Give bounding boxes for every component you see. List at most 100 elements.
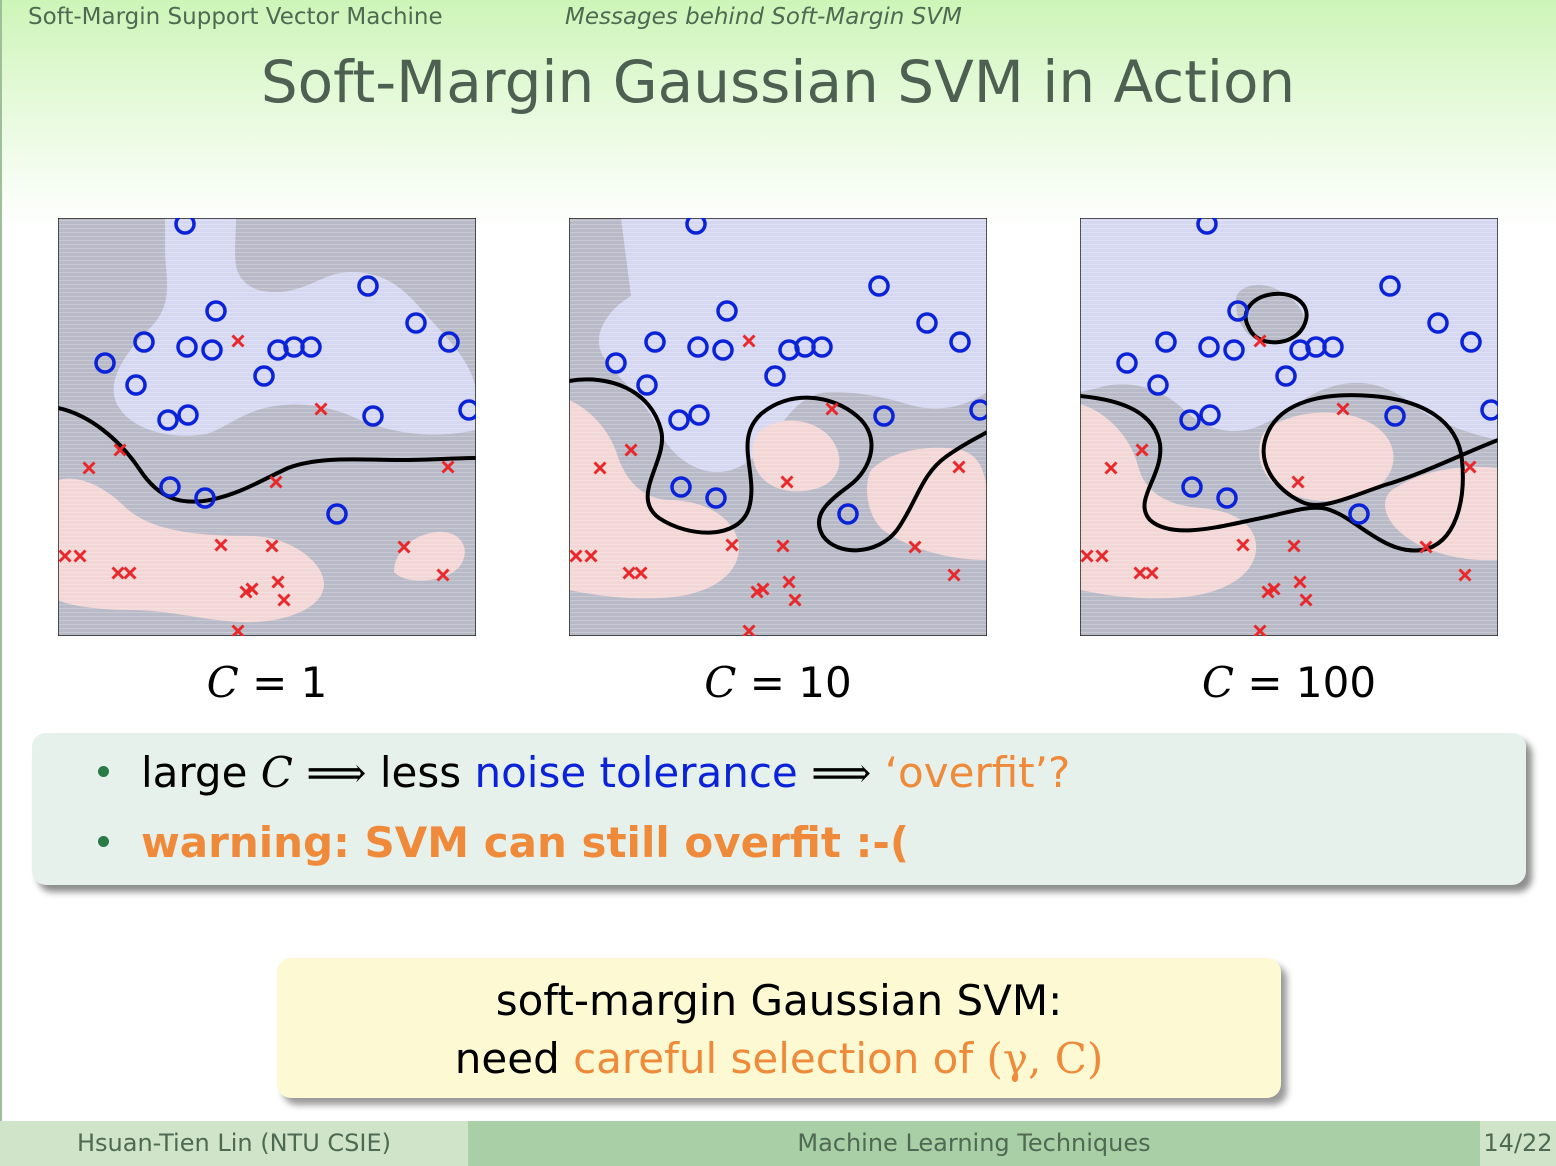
negative-sample-cross bbox=[1236, 538, 1250, 552]
positive-sample-circle bbox=[253, 365, 275, 387]
negative-sample-cross bbox=[245, 582, 259, 596]
positive-sample-circle bbox=[636, 374, 658, 396]
footer-author[interactable]: Hsuan-Tien Lin (NTU CSIE) bbox=[0, 1121, 468, 1166]
positive-sample-circle bbox=[1460, 331, 1482, 353]
negative-sample-cross bbox=[214, 538, 228, 552]
positive-sample-circle bbox=[157, 409, 179, 431]
negative-sample-cross bbox=[265, 539, 279, 553]
careful-selection-text: careful selection of bbox=[573, 1034, 987, 1083]
positive-sample-circle bbox=[94, 352, 116, 374]
negative-sample-cross bbox=[82, 461, 96, 475]
header-background bbox=[0, 0, 1556, 230]
svm-plot-c1 bbox=[58, 218, 476, 636]
negative-sample-cross bbox=[1253, 334, 1267, 348]
positive-sample-circle bbox=[969, 399, 987, 421]
negative-sample-cross bbox=[908, 540, 922, 554]
section-header[interactable]: Soft-Margin Support Vector Machine bbox=[28, 4, 443, 30]
negative-sample-cross bbox=[1419, 540, 1433, 554]
negative-sample-cross bbox=[952, 460, 966, 474]
positive-sample-circle bbox=[716, 300, 738, 322]
negative-sample-cross bbox=[397, 540, 411, 554]
positive-sample-circle bbox=[1275, 365, 1297, 387]
overfit-question-text: ‘overfit’? bbox=[884, 748, 1071, 797]
negative-sample-cross bbox=[1104, 461, 1118, 475]
positive-sample-circle bbox=[1322, 336, 1344, 358]
negative-sample-cross bbox=[231, 624, 245, 636]
left-edge-line bbox=[0, 0, 2, 1166]
negative-sample-cross bbox=[1095, 549, 1109, 563]
negative-sample-cross bbox=[1253, 624, 1267, 636]
subsection-header[interactable]: Messages behind Soft-Margin SVM bbox=[565, 4, 962, 30]
stripe-overlay bbox=[58, 218, 476, 636]
positive-sample-circle bbox=[1155, 331, 1177, 353]
negative-sample-cross bbox=[825, 402, 839, 416]
positive-sample-circle bbox=[712, 339, 734, 361]
positive-sample-circle bbox=[916, 312, 938, 334]
footer-course[interactable]: Machine Learning Techniques bbox=[468, 1121, 1480, 1166]
positive-sample-circle bbox=[1427, 312, 1449, 334]
negative-sample-cross bbox=[584, 549, 598, 563]
caption-c1: C = 1 bbox=[58, 658, 476, 707]
positive-sample-circle bbox=[670, 476, 692, 498]
negative-sample-cross bbox=[756, 582, 770, 596]
negative-sample-cross bbox=[277, 593, 291, 607]
positive-sample-circle bbox=[811, 336, 833, 358]
negative-sample-cross bbox=[271, 575, 285, 589]
decision-boundary bbox=[58, 406, 476, 504]
positive-sample-circle bbox=[705, 487, 727, 509]
positive-sample-circle bbox=[125, 374, 147, 396]
positive-sample-circle bbox=[194, 487, 216, 509]
positive-sample-circle bbox=[605, 352, 627, 374]
bullet-c-variable: C bbox=[260, 748, 293, 797]
positive-sample-circle bbox=[1181, 476, 1203, 498]
positive-sample-circle bbox=[873, 405, 895, 427]
positive-sample-circle bbox=[362, 405, 384, 427]
slide-title: Soft-Margin Gaussian SVM in Action bbox=[260, 48, 1296, 116]
positive-sample-circle bbox=[668, 409, 690, 431]
caption-c-variable: C bbox=[1201, 658, 1235, 707]
negative-sample-cross bbox=[269, 475, 283, 489]
positive-sample-circle bbox=[1216, 487, 1238, 509]
negative-sample-cross bbox=[58, 549, 72, 563]
conclusion-line-2: need careful selection of (γ, C) bbox=[277, 1034, 1281, 1083]
positive-sample-circle bbox=[1116, 352, 1138, 374]
negative-sample-cross bbox=[1145, 566, 1159, 580]
negative-sample-cross bbox=[113, 443, 127, 457]
negative-sample-cross bbox=[776, 539, 790, 553]
negative-sample-cross bbox=[436, 568, 450, 582]
caption-c100: C = 100 bbox=[1080, 658, 1498, 707]
positive-sample-circle bbox=[205, 300, 227, 322]
footer-page-number[interactable]: 14/22 bbox=[1480, 1121, 1556, 1166]
positive-sample-circle bbox=[764, 365, 786, 387]
negative-sample-cross bbox=[441, 460, 455, 474]
positive-sample-circle bbox=[1384, 405, 1406, 427]
warning-text: warning: SVM can still overfit :-( bbox=[141, 818, 910, 867]
negative-sample-cross bbox=[1135, 443, 1149, 457]
positive-sample-circle bbox=[687, 336, 709, 358]
negative-sample-cross bbox=[1133, 566, 1147, 580]
caption-c10: C = 10 bbox=[569, 658, 987, 707]
positive-sample-circle bbox=[1223, 339, 1245, 361]
negative-sample-cross bbox=[1287, 539, 1301, 553]
negative-sample-cross bbox=[569, 549, 583, 563]
positive-sample-circle bbox=[159, 476, 181, 498]
positive-sample-circle bbox=[405, 312, 427, 334]
decision-boundary bbox=[1080, 393, 1498, 553]
negative-sample-cross bbox=[624, 443, 638, 457]
negative-sample-cross bbox=[782, 575, 796, 589]
gamma-c-math: (γ, C) bbox=[986, 1034, 1104, 1083]
negative-sample-cross bbox=[1267, 582, 1281, 596]
positive-sample-circle bbox=[1348, 503, 1370, 525]
bullet-text: large bbox=[141, 748, 261, 797]
positive-sample-circle bbox=[176, 336, 198, 358]
negative-sample-cross bbox=[1299, 593, 1313, 607]
negative-sample-cross bbox=[123, 566, 137, 580]
negative-sample-cross bbox=[314, 402, 328, 416]
negative-sample-cross bbox=[73, 549, 87, 563]
negative-sample-cross bbox=[1336, 402, 1350, 416]
footer-bar: Hsuan-Tien Lin (NTU CSIE) Machine Learni… bbox=[0, 1121, 1556, 1166]
negative-sample-cross bbox=[1458, 568, 1472, 582]
positive-sample-circle bbox=[177, 404, 199, 426]
positive-sample-circle bbox=[458, 399, 476, 421]
svm-plot-c100 bbox=[1080, 218, 1498, 636]
